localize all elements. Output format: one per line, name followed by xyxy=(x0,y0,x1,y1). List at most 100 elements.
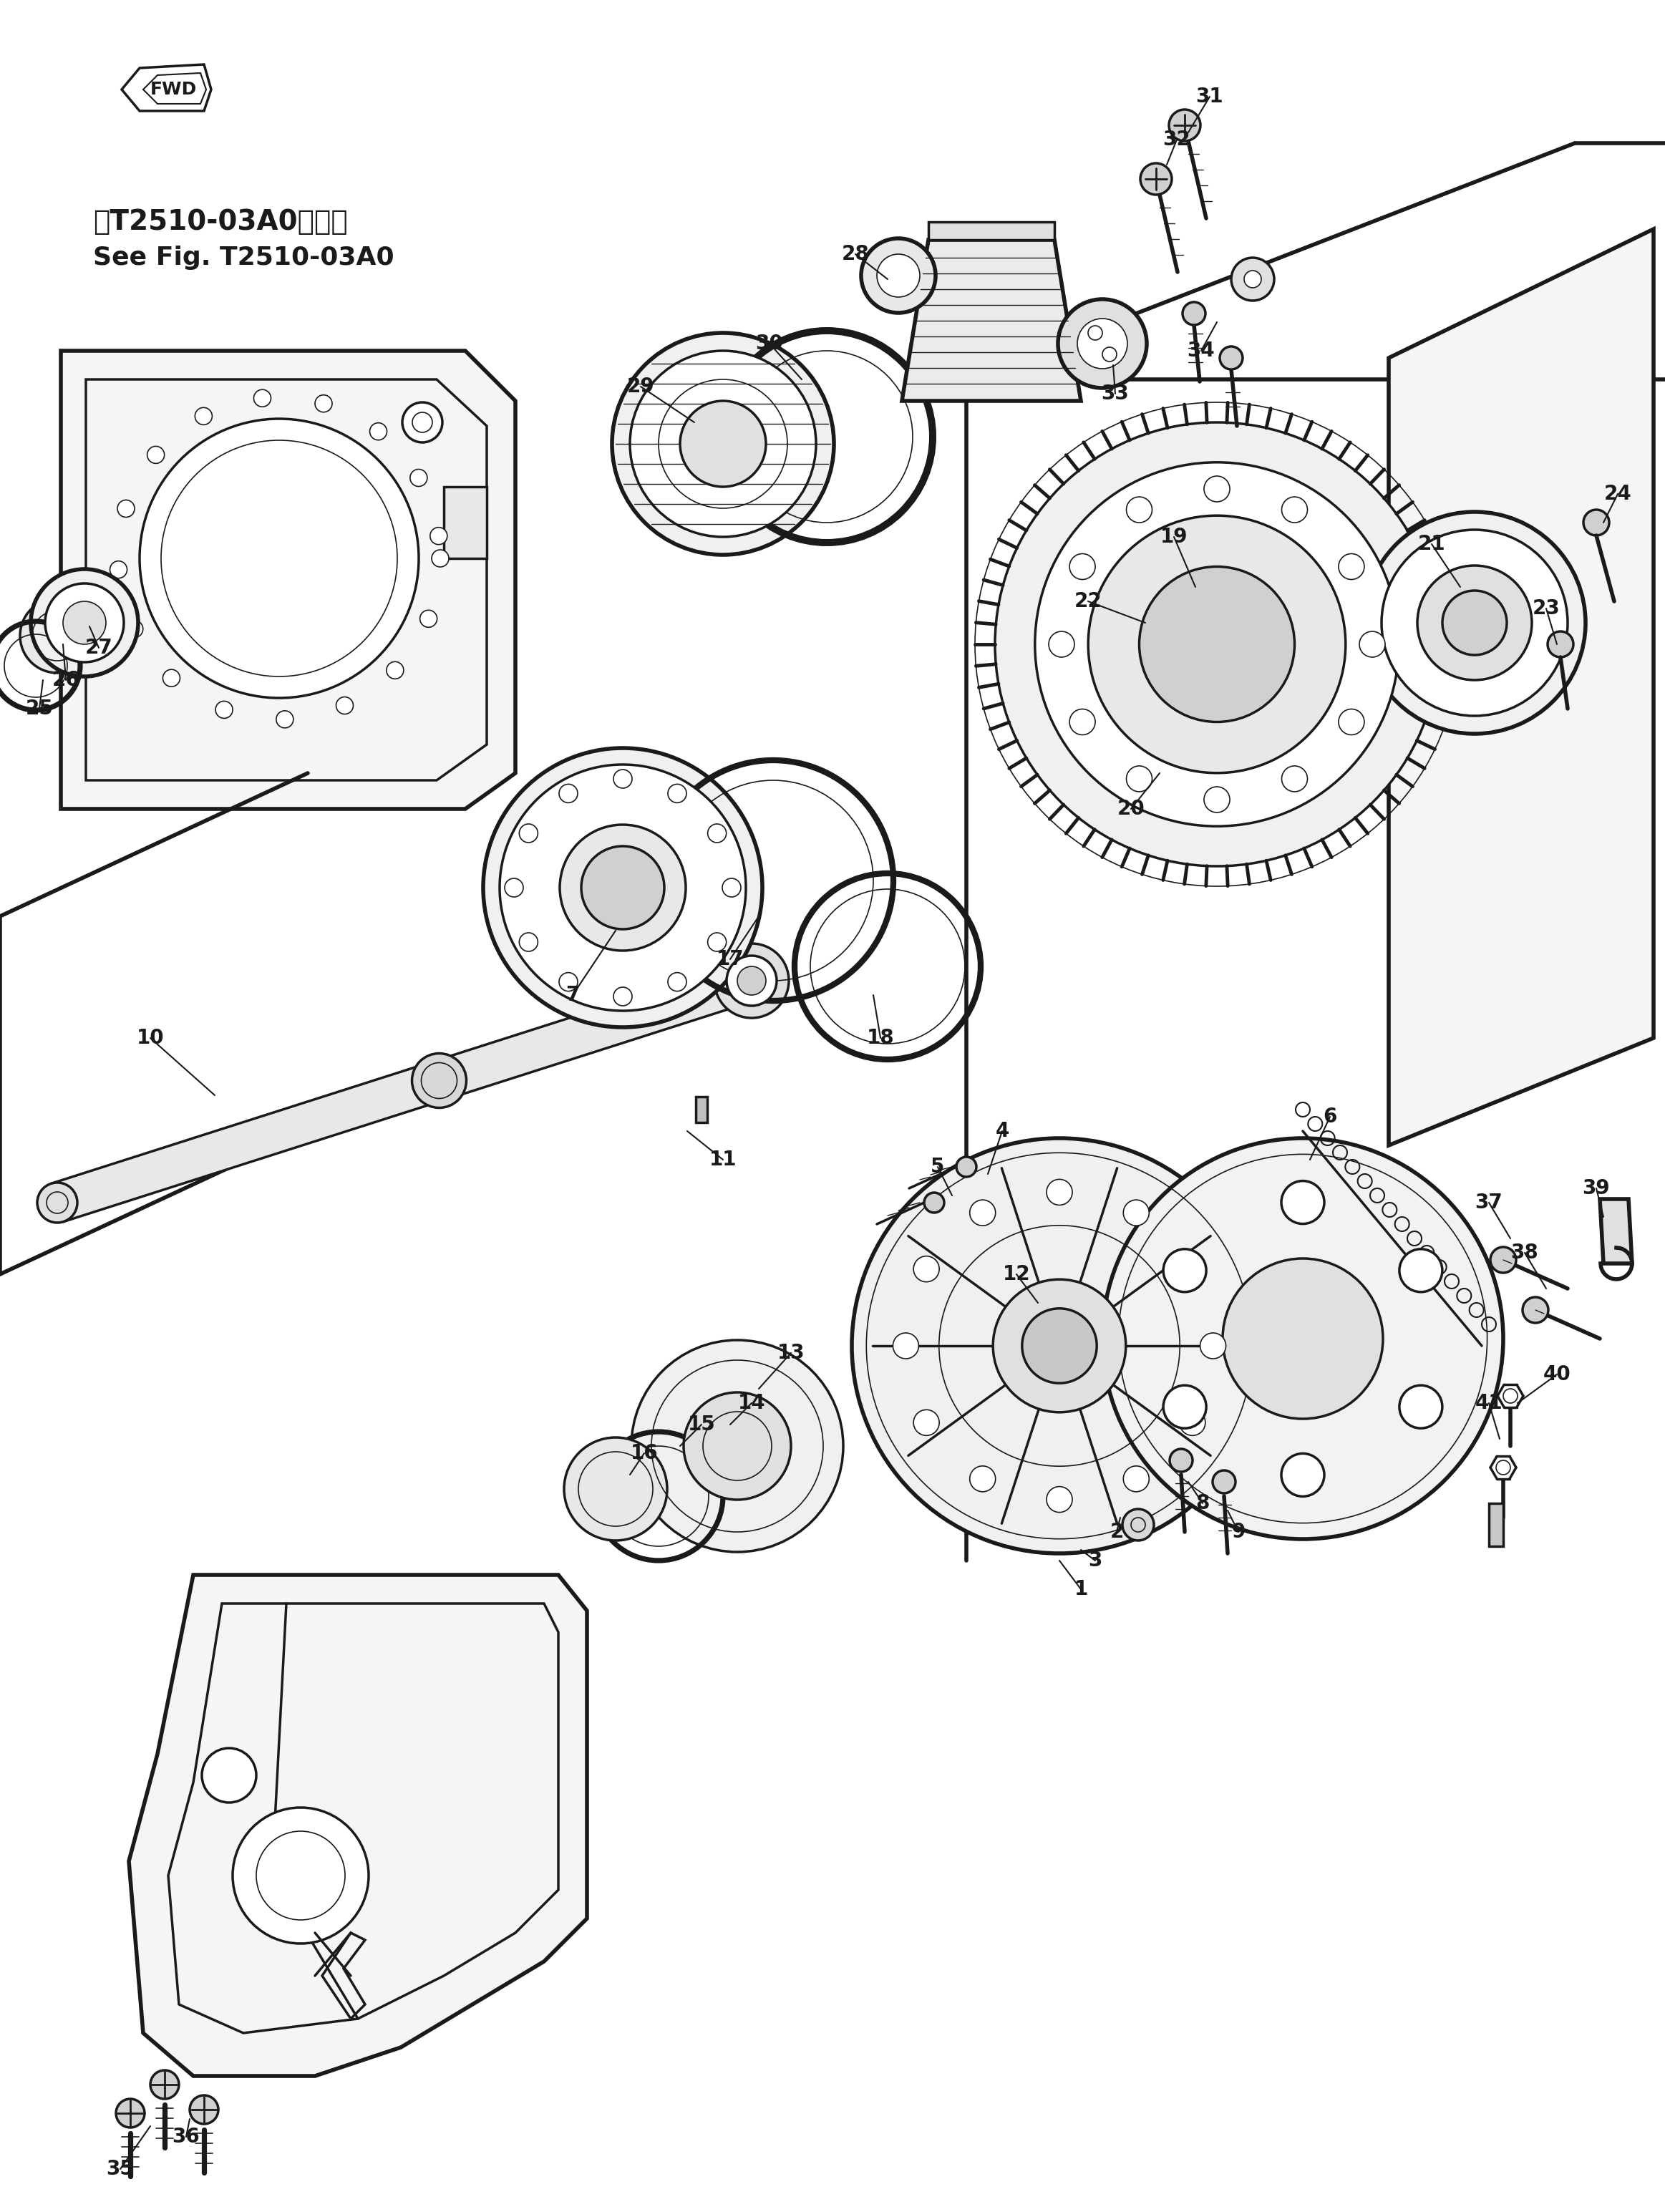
Circle shape xyxy=(1126,498,1152,522)
Circle shape xyxy=(581,847,664,929)
Polygon shape xyxy=(902,239,1081,400)
Circle shape xyxy=(1102,1139,1503,1540)
Polygon shape xyxy=(143,73,206,104)
Text: 17: 17 xyxy=(716,949,744,969)
Circle shape xyxy=(1124,1467,1149,1491)
Circle shape xyxy=(1069,553,1096,580)
Circle shape xyxy=(1282,1181,1324,1223)
Text: 41: 41 xyxy=(1475,1394,1503,1413)
Circle shape xyxy=(1522,1296,1548,1323)
Text: 27: 27 xyxy=(85,637,113,657)
Circle shape xyxy=(336,697,353,714)
Text: 34: 34 xyxy=(1187,341,1215,361)
Circle shape xyxy=(996,422,1439,867)
Circle shape xyxy=(276,710,293,728)
Text: 5: 5 xyxy=(931,1157,944,1177)
Circle shape xyxy=(1547,630,1573,657)
Polygon shape xyxy=(122,64,211,111)
Circle shape xyxy=(1339,553,1364,580)
Circle shape xyxy=(726,956,776,1006)
Text: 1: 1 xyxy=(1074,1579,1087,1599)
Circle shape xyxy=(190,2095,218,2124)
Circle shape xyxy=(969,1199,996,1225)
Circle shape xyxy=(431,551,450,566)
Circle shape xyxy=(1141,164,1172,195)
Circle shape xyxy=(386,661,403,679)
Text: 11: 11 xyxy=(709,1150,736,1170)
Polygon shape xyxy=(1489,1504,1503,1546)
Text: 29: 29 xyxy=(626,376,654,396)
Circle shape xyxy=(714,945,789,1018)
Circle shape xyxy=(140,418,420,699)
Circle shape xyxy=(613,332,834,555)
Circle shape xyxy=(914,1256,939,1283)
Circle shape xyxy=(723,878,741,898)
Polygon shape xyxy=(445,487,486,557)
Text: 4: 4 xyxy=(996,1121,1009,1141)
Circle shape xyxy=(403,403,443,442)
Circle shape xyxy=(411,1053,466,1108)
Circle shape xyxy=(613,987,633,1006)
Circle shape xyxy=(631,1340,842,1553)
Text: 31: 31 xyxy=(1195,86,1224,106)
Circle shape xyxy=(504,878,523,898)
Circle shape xyxy=(1399,1385,1442,1429)
Circle shape xyxy=(233,1807,368,1944)
Circle shape xyxy=(1047,1179,1072,1206)
Text: 28: 28 xyxy=(841,243,869,263)
Circle shape xyxy=(370,422,386,440)
Circle shape xyxy=(147,447,165,465)
Text: 7: 7 xyxy=(566,984,579,1004)
Text: 第T2510-03A0図参照: 第T2510-03A0図参照 xyxy=(93,208,348,234)
Circle shape xyxy=(1339,710,1364,734)
Circle shape xyxy=(629,352,816,538)
Circle shape xyxy=(1442,591,1507,655)
Text: 13: 13 xyxy=(778,1343,804,1363)
Circle shape xyxy=(708,933,726,951)
Circle shape xyxy=(1169,1449,1192,1471)
Text: 9: 9 xyxy=(1232,1522,1245,1542)
Circle shape xyxy=(30,568,138,677)
Text: 20: 20 xyxy=(1117,799,1146,818)
Circle shape xyxy=(1164,1385,1205,1429)
Circle shape xyxy=(1417,566,1532,679)
Circle shape xyxy=(559,825,686,951)
Circle shape xyxy=(1169,111,1200,142)
Circle shape xyxy=(315,396,331,411)
Circle shape xyxy=(924,1192,944,1212)
Text: 6: 6 xyxy=(1324,1106,1337,1126)
Circle shape xyxy=(684,1391,791,1500)
Circle shape xyxy=(1230,259,1274,301)
Circle shape xyxy=(253,389,271,407)
Polygon shape xyxy=(1600,1199,1632,1263)
Text: 37: 37 xyxy=(1475,1192,1503,1212)
Circle shape xyxy=(201,1747,256,1803)
Text: 23: 23 xyxy=(1532,599,1560,619)
Circle shape xyxy=(1382,529,1568,717)
Circle shape xyxy=(668,783,686,803)
Circle shape xyxy=(1204,787,1230,812)
Text: 22: 22 xyxy=(1074,591,1102,611)
Text: 10: 10 xyxy=(137,1029,165,1048)
Circle shape xyxy=(483,748,763,1026)
Circle shape xyxy=(1282,1453,1324,1498)
Text: 38: 38 xyxy=(1510,1243,1538,1263)
Circle shape xyxy=(992,1279,1126,1411)
Circle shape xyxy=(45,584,123,661)
Circle shape xyxy=(892,1334,919,1358)
Circle shape xyxy=(1057,299,1147,387)
Text: 26: 26 xyxy=(52,670,80,690)
Text: 25: 25 xyxy=(25,699,53,719)
Circle shape xyxy=(1364,511,1585,734)
Circle shape xyxy=(1126,765,1152,792)
Circle shape xyxy=(1212,1471,1235,1493)
Circle shape xyxy=(1087,325,1102,341)
Circle shape xyxy=(519,823,538,843)
Polygon shape xyxy=(929,221,1054,239)
Circle shape xyxy=(410,469,428,487)
Circle shape xyxy=(1490,1248,1517,1272)
Circle shape xyxy=(613,770,633,787)
Circle shape xyxy=(877,254,919,296)
Circle shape xyxy=(1399,1250,1442,1292)
Circle shape xyxy=(118,500,135,518)
